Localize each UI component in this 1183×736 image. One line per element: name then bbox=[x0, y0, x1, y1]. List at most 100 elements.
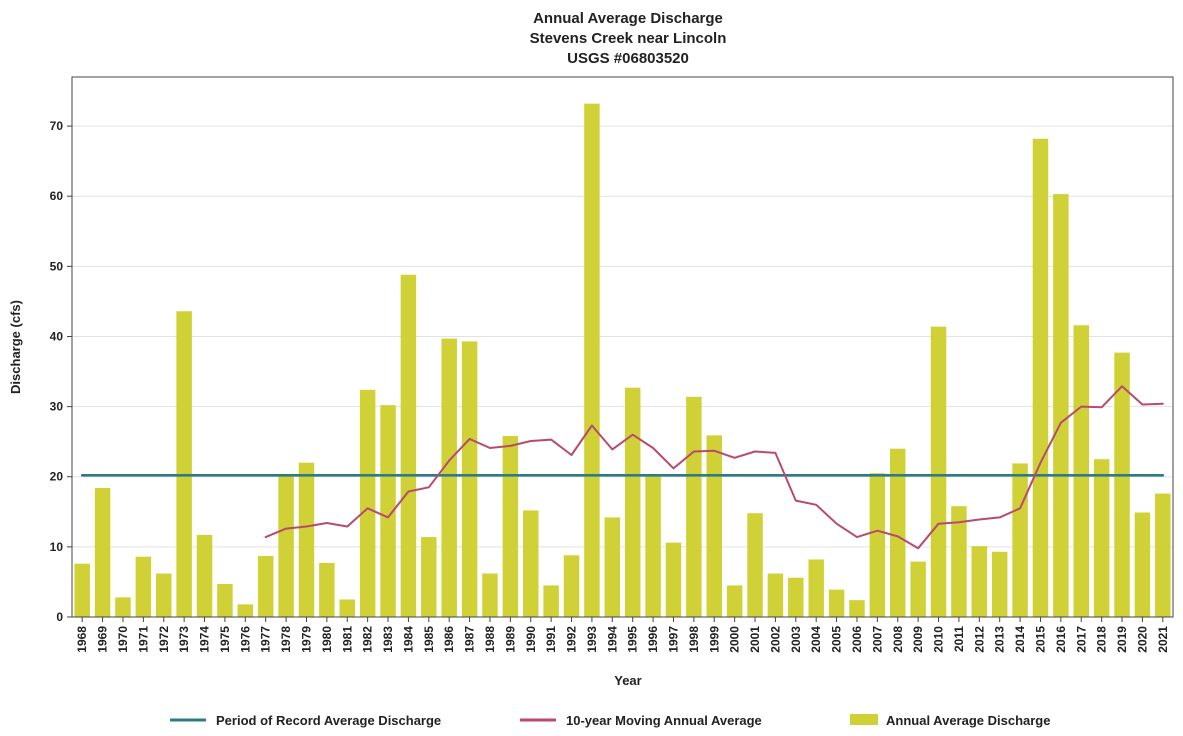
x-tick-label: 2019 bbox=[1115, 626, 1129, 653]
x-tick-label: 2011 bbox=[952, 626, 966, 652]
bar-1981 bbox=[339, 599, 355, 617]
chart-title-line-3: USGS #06803520 bbox=[567, 50, 689, 67]
bar-2012 bbox=[971, 546, 988, 617]
bar-1995 bbox=[624, 387, 641, 617]
bar-1998 bbox=[686, 396, 702, 617]
x-tick-label: 1985 bbox=[422, 626, 436, 653]
x-axis-title: Year bbox=[614, 673, 641, 688]
x-tick-label: 1974 bbox=[198, 626, 212, 653]
x-tick-label: 1979 bbox=[299, 626, 313, 653]
bar-1993 bbox=[584, 103, 600, 617]
bar-2021 bbox=[1155, 493, 1171, 617]
bar-2018 bbox=[1093, 459, 1110, 617]
y-tick-label: 70 bbox=[50, 119, 64, 133]
bar-series bbox=[74, 103, 1171, 617]
bar-1980 bbox=[319, 563, 335, 617]
bar-2009 bbox=[910, 561, 926, 617]
x-tick-label: 2009 bbox=[911, 626, 925, 653]
bar-2020 bbox=[1134, 512, 1151, 617]
x-tick-label: 2006 bbox=[850, 626, 864, 653]
legend-swatch bbox=[850, 714, 878, 725]
bar-1997 bbox=[665, 542, 682, 617]
bar-1983 bbox=[380, 405, 396, 617]
bar-2005 bbox=[828, 589, 845, 617]
bar-1999 bbox=[706, 435, 722, 617]
x-tick-label: 1996 bbox=[646, 626, 660, 653]
x-tick-label: 1973 bbox=[177, 626, 191, 653]
bar-1979 bbox=[298, 462, 315, 617]
y-axis-ticks: 0 10 20 30 40 50 60 70 bbox=[50, 119, 72, 624]
x-tick-label: 2020 bbox=[1135, 626, 1149, 653]
x-tick-label: 1984 bbox=[401, 626, 415, 653]
x-tick-label: 1988 bbox=[483, 626, 497, 653]
bar-2004 bbox=[808, 559, 824, 617]
x-tick-label: 1999 bbox=[707, 626, 721, 653]
bar-1984 bbox=[400, 274, 417, 617]
bar-1986 bbox=[441, 338, 457, 617]
bar-1971 bbox=[135, 556, 152, 617]
plot-frame bbox=[71, 76, 1174, 618]
x-tick-label: 1989 bbox=[503, 626, 517, 653]
bar-1991 bbox=[543, 585, 559, 617]
bar-1970 bbox=[115, 597, 131, 617]
bar-2011 bbox=[951, 506, 967, 617]
legend-item: Annual Average Discharge bbox=[850, 713, 1050, 728]
x-tick-label: 1991 bbox=[544, 626, 558, 653]
y-axis-title: Discharge (cfs) bbox=[8, 300, 23, 394]
legend-label: 10-year Moving Annual Average bbox=[566, 713, 762, 728]
x-tick-label: 2007 bbox=[870, 626, 884, 653]
bar-1977 bbox=[257, 555, 274, 617]
gridlines bbox=[72, 125, 1173, 548]
bar-1989 bbox=[502, 436, 519, 617]
bar-2015 bbox=[1032, 138, 1049, 617]
x-tick-label: 1987 bbox=[463, 626, 477, 653]
y-tick-label: 30 bbox=[50, 400, 64, 414]
x-tick-label: 1971 bbox=[136, 626, 150, 653]
x-tick-label: 1990 bbox=[524, 626, 538, 653]
bar-1974 bbox=[196, 534, 213, 617]
x-tick-label: 2013 bbox=[993, 626, 1007, 653]
y-tick-label: 0 bbox=[56, 610, 63, 624]
bar-1996 bbox=[645, 474, 661, 617]
bar-1994 bbox=[604, 517, 621, 617]
x-tick-label: 2000 bbox=[728, 626, 742, 653]
bar-2000 bbox=[726, 585, 743, 617]
x-tick-label: 1994 bbox=[605, 626, 619, 653]
chart-title-line-1: Annual Average Discharge bbox=[533, 10, 723, 27]
x-tick-label: 2004 bbox=[809, 626, 823, 653]
bar-1978 bbox=[278, 473, 294, 617]
x-axis-ticks: 1968 1969 1970 1971 1972 1973 1974 1975 1976 1977… bbox=[75, 617, 1170, 653]
y-tick-label: 40 bbox=[50, 329, 64, 343]
bar-1987 bbox=[461, 341, 478, 617]
x-tick-label: 1998 bbox=[687, 626, 701, 653]
x-tick-label: 2008 bbox=[891, 626, 905, 653]
legend-item: Period of Record Average Discharge bbox=[170, 713, 441, 728]
x-tick-label: 1983 bbox=[381, 626, 395, 653]
legend-item: 10-year Moving Annual Average bbox=[520, 713, 762, 728]
y-tick-label: 60 bbox=[50, 189, 64, 203]
legend: Period of Record Average Discharge 10-yea… bbox=[170, 713, 1050, 728]
bar-2013 bbox=[991, 551, 1008, 617]
x-tick-label: 1972 bbox=[157, 626, 171, 653]
x-tick-label: 2016 bbox=[1054, 626, 1068, 653]
x-tick-label: 2017 bbox=[1074, 626, 1088, 653]
x-tick-label: 1970 bbox=[116, 626, 130, 653]
bar-2014 bbox=[1012, 463, 1028, 617]
bar-1992 bbox=[563, 555, 580, 617]
y-tick-label: 10 bbox=[50, 540, 64, 554]
x-tick-label: 1980 bbox=[320, 626, 334, 653]
x-tick-label: 2010 bbox=[932, 626, 946, 653]
bar-2017 bbox=[1073, 325, 1089, 617]
x-tick-label: 2015 bbox=[1033, 626, 1047, 653]
moving-average-line bbox=[264, 385, 1164, 550]
x-tick-label: 2021 bbox=[1156, 626, 1170, 653]
x-tick-label: 1968 bbox=[75, 626, 89, 653]
y-tick-label: 20 bbox=[50, 470, 64, 484]
x-tick-label: 1995 bbox=[626, 626, 640, 653]
x-tick-label: 1986 bbox=[442, 626, 456, 653]
x-tick-label: 1978 bbox=[279, 626, 293, 653]
bar-2008 bbox=[890, 448, 906, 617]
bar-2007 bbox=[869, 473, 886, 617]
bar-1973 bbox=[176, 311, 192, 617]
